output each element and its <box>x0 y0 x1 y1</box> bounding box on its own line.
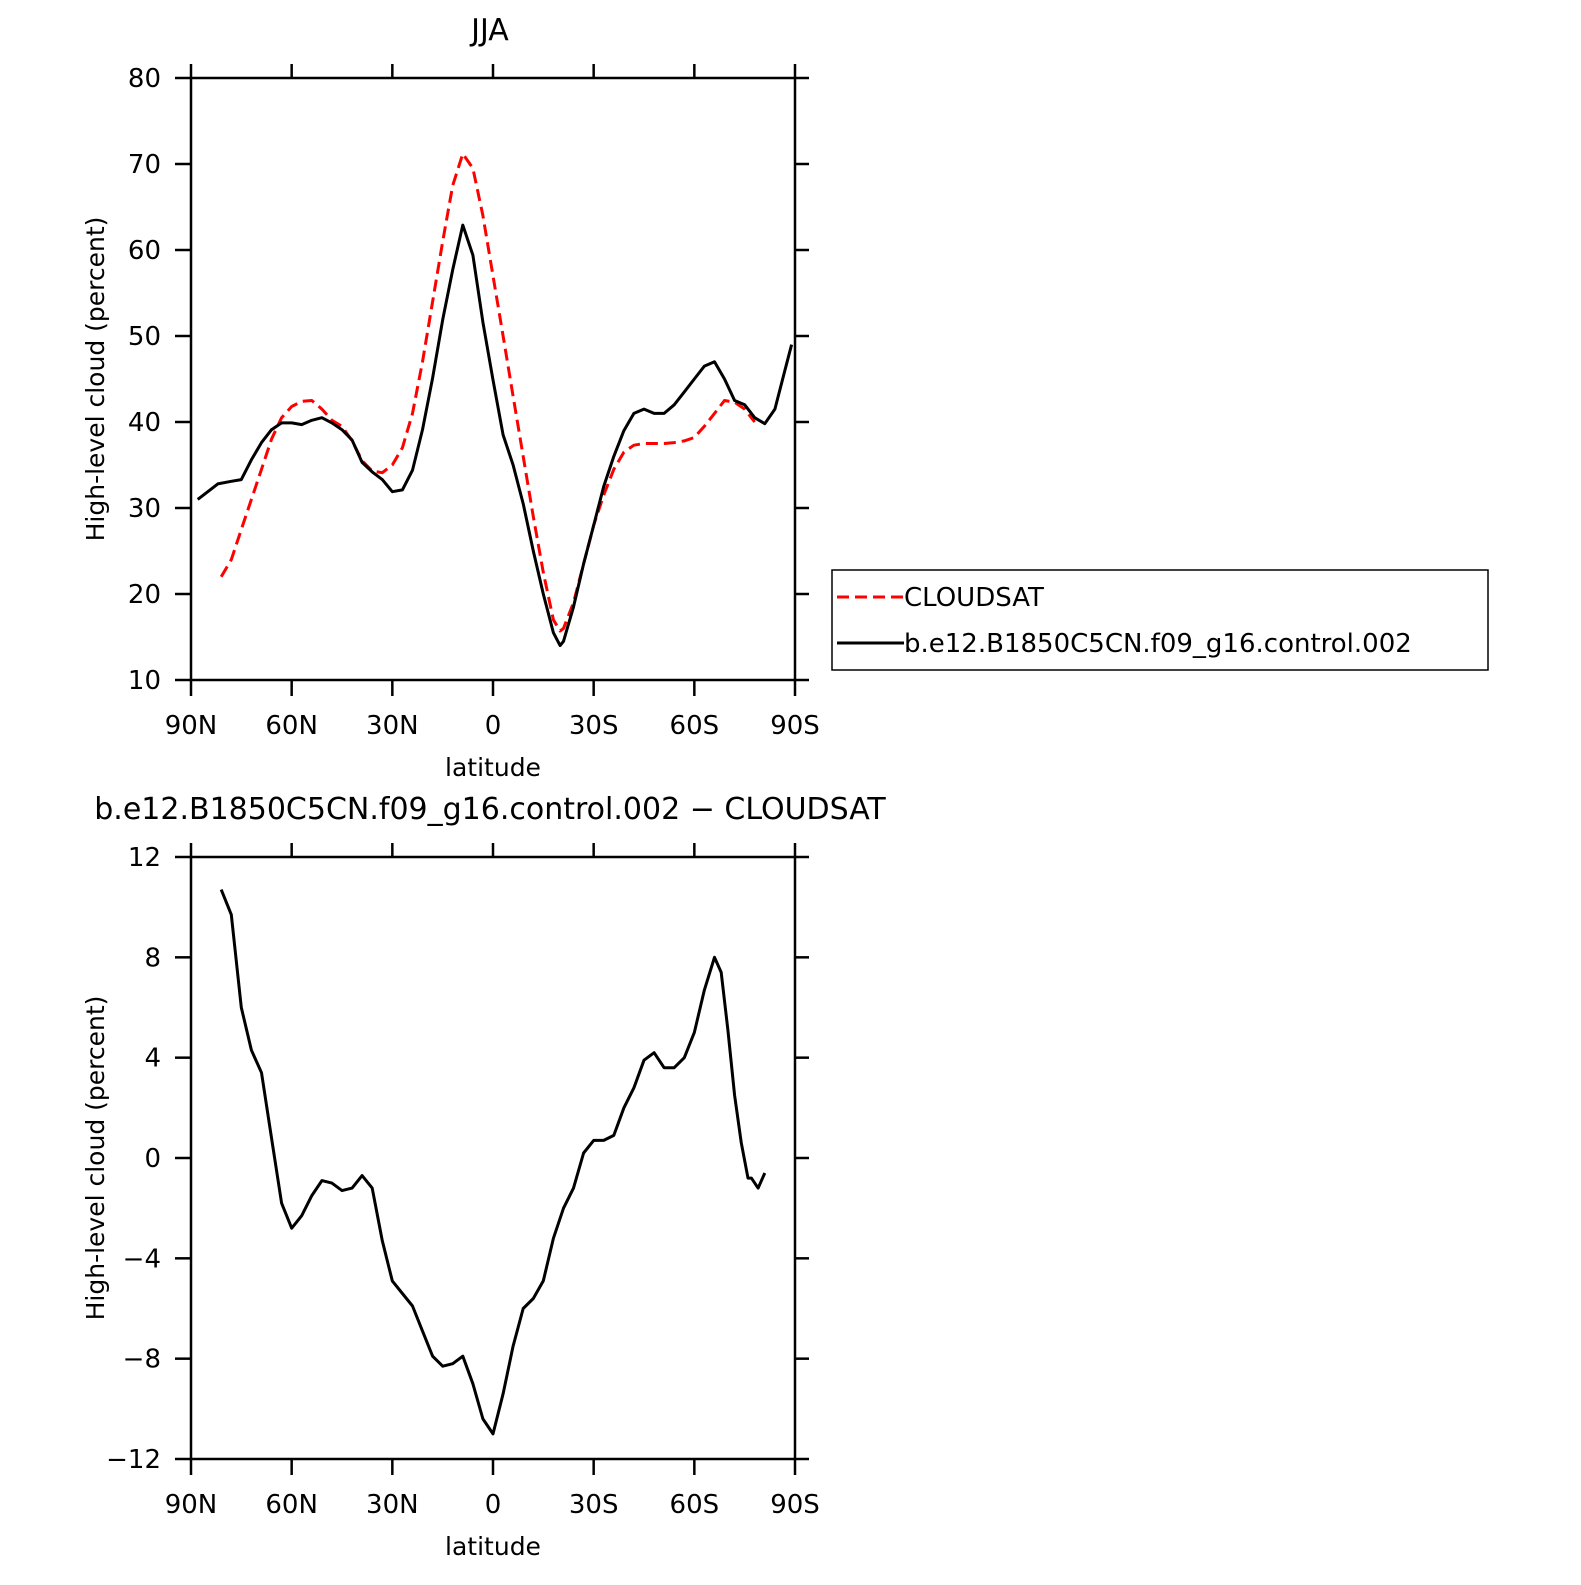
y-tick-label: −4 <box>123 1244 161 1274</box>
chart-title: JJA <box>469 13 509 48</box>
x-axis-label: latitude <box>445 753 541 782</box>
y-tick-label: 12 <box>128 843 161 873</box>
x-tick-label: 60S <box>670 1490 720 1520</box>
x-tick-label: 60S <box>670 711 720 741</box>
legend-label: b.e12.B1850C5CN.f09_g16.control.002 <box>904 629 1412 659</box>
y-tick-label: 50 <box>128 322 161 352</box>
x-tick-label: 60N <box>265 711 318 741</box>
y-tick-label: −12 <box>106 1445 161 1475</box>
y-tick-label: 40 <box>128 408 161 438</box>
x-tick-label: 60N <box>265 1490 318 1520</box>
y-axis-label: High-level cloud (percent) <box>81 217 110 542</box>
y-tick-label: 8 <box>144 943 161 973</box>
y-tick-label: 60 <box>128 236 161 266</box>
x-tick-label: 30S <box>569 711 619 741</box>
x-tick-label: 90N <box>165 1490 218 1520</box>
y-tick-label: 0 <box>144 1144 161 1174</box>
y-axis-label: High-level cloud (percent) <box>81 996 110 1321</box>
data-line <box>219 889 767 1436</box>
y-tick-label: 30 <box>128 494 161 524</box>
y-tick-label: 4 <box>144 1044 161 1074</box>
x-tick-label: 30N <box>366 711 419 741</box>
x-tick-label: 90S <box>770 711 820 741</box>
x-tick-label: 90N <box>165 711 218 741</box>
x-tick-label: 0 <box>485 711 502 741</box>
x-tick-label: 0 <box>485 1490 502 1520</box>
x-tick-label: 30S <box>569 1490 619 1520</box>
y-tick-label: −8 <box>123 1345 161 1375</box>
x-axis-label: latitude <box>445 1532 541 1561</box>
y-tick-label: 80 <box>128 64 161 94</box>
y-tick-label: 10 <box>128 666 161 696</box>
x-tick-label: 90S <box>770 1490 820 1520</box>
y-tick-label: 70 <box>128 150 161 180</box>
legend-box <box>831 569 1489 671</box>
legend-label: CLOUDSAT <box>904 583 1044 613</box>
data-line <box>196 223 794 648</box>
data-line <box>219 152 756 633</box>
y-tick-label: 20 <box>128 580 161 610</box>
plot-frame <box>189 855 797 1461</box>
chart-title: b.e12.B1850C5CN.f09_g16.control.002 − CL… <box>94 792 886 827</box>
x-tick-label: 30N <box>366 1490 419 1520</box>
